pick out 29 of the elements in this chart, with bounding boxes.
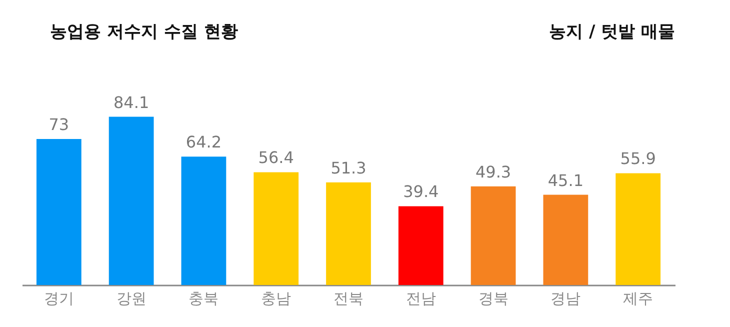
data-label: 51.3 xyxy=(330,158,366,178)
bar xyxy=(36,139,82,285)
bar xyxy=(181,156,226,285)
x-tick-label: 충북 xyxy=(188,290,219,308)
bar xyxy=(398,206,444,285)
x-tick-label: 경북 xyxy=(478,290,508,308)
data-label: 73 xyxy=(48,115,70,134)
data-label: 55.9 xyxy=(620,149,656,168)
bar xyxy=(616,173,661,285)
data-label: 49.3 xyxy=(475,162,512,182)
data-label: 64.2 xyxy=(186,132,222,152)
x-tick-label: 경기 xyxy=(44,290,74,308)
bar xyxy=(543,194,588,285)
x-tick-label: 제주 xyxy=(623,290,654,308)
x-tick-label: 경남 xyxy=(550,290,581,308)
bar xyxy=(108,116,154,285)
text: 농지 / 텃밭 매물 xyxy=(549,22,675,42)
bar xyxy=(326,182,371,285)
data-label: 39.4 xyxy=(403,182,439,202)
data-label: 45.1 xyxy=(548,170,584,190)
x-tick-label: 전남 xyxy=(406,290,436,308)
x-tick-label: 충남 xyxy=(261,290,292,308)
x-tick-label: 강원 xyxy=(116,290,146,308)
x-tick-label: 전북 xyxy=(334,290,364,308)
bar xyxy=(254,172,299,285)
data-label: 56.4 xyxy=(258,148,294,168)
chart-title: 농업용 저수지 수질 현황 xyxy=(50,22,238,42)
data-label: 84.1 xyxy=(114,92,150,112)
bar xyxy=(470,186,516,285)
